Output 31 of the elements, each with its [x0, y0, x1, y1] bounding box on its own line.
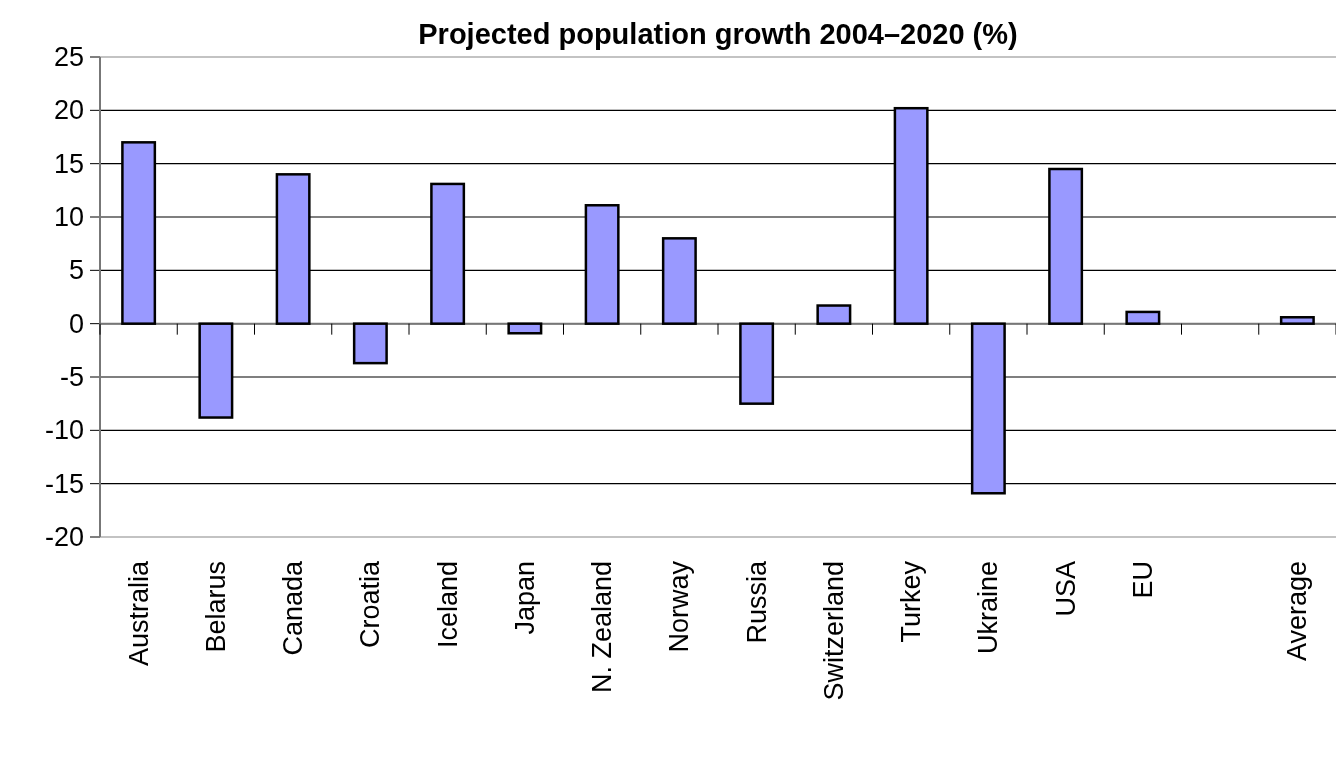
bar	[507, 322, 543, 335]
bar	[352, 322, 388, 365]
chart-title: Projected population growth 2004–2020 (%)	[418, 18, 1018, 50]
x-tick-label: Ukraine	[973, 561, 1004, 655]
bar	[1125, 310, 1161, 325]
y-tick-label: 0	[68, 308, 84, 339]
y-tick-label: 25	[53, 42, 84, 72]
x-tick-label: Iceland	[432, 561, 463, 649]
y-tick-label: 15	[53, 148, 84, 179]
bar	[816, 304, 852, 325]
x-tick-label: USA	[1050, 561, 1081, 617]
x-tick-label: Japan	[509, 561, 540, 635]
y-tick-label: -5	[59, 362, 84, 392]
x-tick-label: Russia	[741, 560, 772, 644]
x-tick-label: N. Zealand	[587, 561, 618, 694]
x-tick-label: Average	[1282, 561, 1313, 662]
x-tick-label: Norway	[664, 560, 695, 653]
y-tick-label: -20	[44, 522, 84, 552]
y-tick-label: 5	[68, 255, 84, 286]
y-tick-label: 20	[53, 95, 84, 126]
x-tick-label: EU	[1127, 561, 1158, 599]
x-tick-label: Australia	[123, 560, 154, 667]
x-tick-label: Croatia	[355, 560, 386, 649]
x-tick-label: Turkey	[896, 560, 927, 643]
x-tick-label: Belarus	[200, 561, 231, 653]
bar	[1279, 316, 1315, 325]
x-tick-label: Switzerland	[818, 561, 849, 701]
y-tick-label: 10	[53, 202, 84, 232]
x-tick-label: Canada	[278, 560, 309, 656]
y-tick-label: -15	[44, 468, 84, 499]
y-tick-label: -10	[44, 415, 84, 446]
